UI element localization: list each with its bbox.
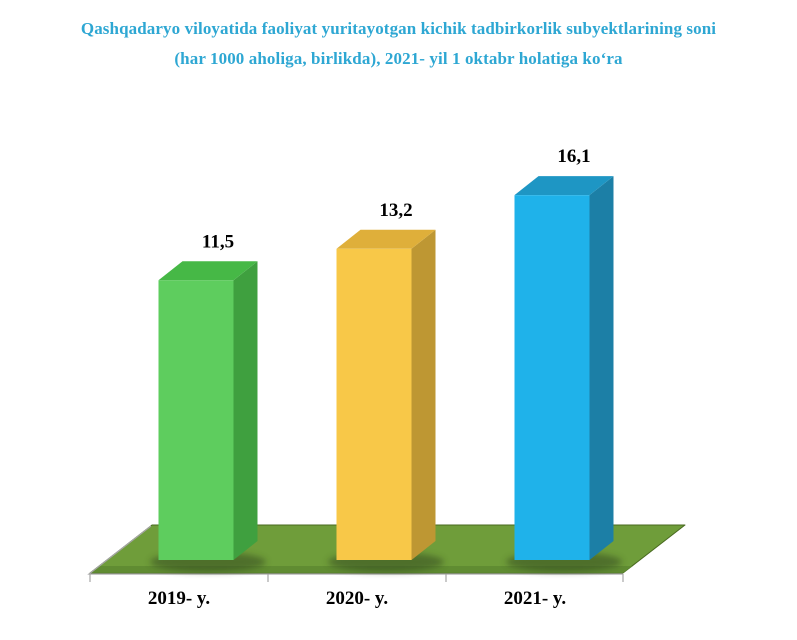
bar-2019-y: 11,5 (150, 231, 266, 572)
data-label: 16,1 (557, 146, 590, 167)
data-label: 13,2 (379, 200, 412, 221)
category-label: 2020- y. (326, 588, 388, 609)
bar-top-face (514, 176, 614, 196)
bar-front-face (514, 195, 590, 560)
chart-title: Qashqadaryo viloyatida faoliyat yuritayo… (0, 0, 797, 74)
bar-front-face (158, 280, 234, 560)
bar-side-face (411, 229, 436, 561)
bar-front-face (336, 248, 412, 561)
chart-title-line2: (har 1000 aholiga, birlikda), 2021- yil … (174, 49, 623, 68)
bar-2020-y: 13,2 (328, 200, 444, 572)
category-label: 2019- y. (148, 588, 210, 609)
bar-top-face (158, 261, 258, 281)
data-label: 11,5 (202, 231, 234, 252)
bar-side-face (233, 261, 258, 560)
bar-top-face (336, 229, 436, 249)
chart-title-line1: Qashqadaryo viloyatida faoliyat yuritayo… (80, 19, 717, 38)
bar-side-face (589, 176, 614, 560)
x-axis-line (87, 525, 623, 575)
category-label: 2021- y. (504, 588, 566, 609)
bar-2021-y: 16,1 (506, 146, 622, 572)
